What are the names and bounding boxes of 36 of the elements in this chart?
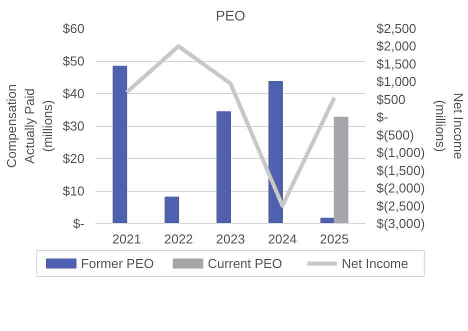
bar: [112, 66, 128, 224]
y-tick-label: $50: [62, 54, 85, 68]
x-tick-label: 2023: [216, 232, 245, 246]
y-tick-label: $40: [62, 86, 85, 101]
bar: [216, 111, 231, 224]
y-tick-label: $-: [72, 216, 85, 231]
y-tick-label: $60: [62, 21, 85, 36]
bar: [268, 80, 283, 224]
y2-tick-label: $(1,000): [376, 145, 425, 160]
y2-tick-label: $(1,500): [376, 162, 425, 178]
y2-tick-label: $2,000: [376, 38, 416, 54]
y2-tick-label: $500: [376, 92, 406, 107]
x-tick-label: 2025: [320, 232, 349, 246]
y-tick-label: $10: [62, 184, 85, 198]
legend-label: Former PEO: [80, 256, 154, 271]
y2-tick-label: $(2,000): [376, 180, 425, 196]
chart-title: PEO: [216, 8, 246, 24]
y2-tick-label: $-: [376, 110, 388, 125]
y2-tick-label: $(500): [376, 127, 414, 142]
bar: [164, 196, 180, 224]
y2-tick-label: $(3,000): [376, 216, 425, 231]
y-axis-title: Compensation Actually Paid (millions): [4, 84, 55, 168]
y2-tick-label: $1,500: [376, 56, 416, 72]
x-tick-label: 2021: [112, 232, 142, 246]
y-tick-label: $30: [62, 118, 85, 134]
line-series: [124, 44, 336, 208]
bar: [334, 116, 348, 224]
x-tick-label: 2024: [268, 232, 297, 246]
x-tick-label: 2022: [164, 232, 194, 246]
y2-axis-title: Net Income (millions): [432, 92, 466, 160]
y2-tick-label: $1,000: [376, 74, 416, 90]
legend-label: Net Income: [342, 256, 408, 271]
y2-tick-label: $(2,500): [376, 198, 425, 214]
legend-label: Current PEO: [208, 256, 282, 271]
y-tick-label: $20: [62, 151, 85, 166]
y2-tick-label: $2,500: [376, 21, 416, 36]
